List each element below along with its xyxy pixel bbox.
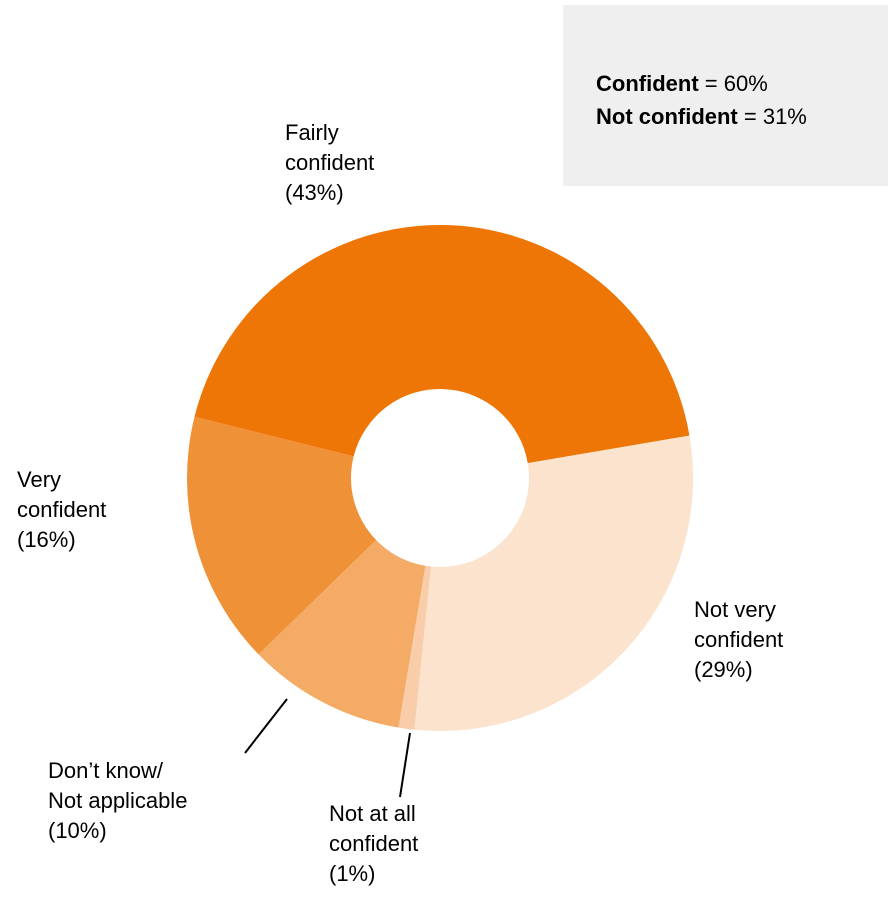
label-line: confident (329, 831, 419, 856)
label-not-at-all-confident: Not at all confident (1%) (329, 799, 418, 889)
summary-not-confident: Not confident = 31% (596, 104, 807, 130)
label-line: confident (17, 497, 107, 522)
donut-slices (187, 224, 693, 732)
summary-confident-label: Confident (596, 71, 699, 96)
label-line: (10%) (48, 818, 107, 843)
slice-fairly-confident (194, 224, 690, 464)
label-very-confident: Very confident (16%) (17, 465, 106, 555)
label-line: (29%) (694, 657, 753, 682)
summary-not-confident-value: = 31% (737, 104, 807, 129)
summary-box: Confident = 60% Not confident = 31% (563, 5, 888, 186)
summary-confident: Confident = 60% (596, 71, 768, 97)
summary-not-confident-label: Not confident (596, 104, 738, 129)
slice-not-at-all-confident (398, 565, 431, 730)
slice-dont-know (258, 540, 426, 728)
label-fairly-confident: Fairly confident (43%) (285, 118, 374, 208)
label-line: (43%) (285, 180, 344, 205)
label-line: Not at all (329, 801, 416, 826)
label-dont-know: Don’t know/ Not applicable (10%) (48, 756, 187, 846)
slice-not-very-confident (414, 435, 693, 732)
slice-very-confident (187, 416, 377, 655)
label-line: Not very (694, 597, 776, 622)
label-not-very-confident: Not very confident (29%) (694, 595, 783, 685)
label-line: (1%) (329, 861, 376, 886)
label-line: confident (694, 627, 784, 652)
label-line: Fairly (285, 120, 339, 145)
label-line: (16%) (17, 527, 76, 552)
leader-line-not-at-all (399, 732, 411, 798)
label-line: Very (17, 467, 62, 492)
summary-confident-value: = 60% (698, 71, 768, 96)
leader-line-dont-know (244, 698, 288, 754)
label-line: Not applicable (48, 788, 188, 813)
label-line: confident (285, 150, 375, 175)
label-line: Don’t know/ (48, 758, 163, 783)
